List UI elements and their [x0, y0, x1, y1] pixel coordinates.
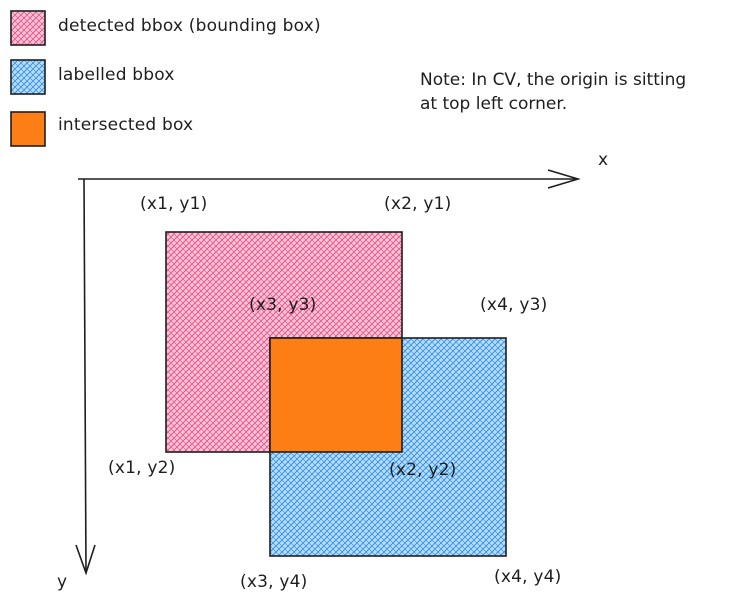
legend-swatch-labelled [10, 59, 46, 95]
point-label-x4-y4: (x4, y4) [494, 567, 562, 587]
point-label-x4-y3: (x4, y3) [480, 295, 548, 315]
legend-label-detected: detected bbox (bounding box) [58, 16, 321, 36]
note-line-2: at top left corner. [420, 94, 568, 114]
note-line-1: Note: In CV, the origin is sitting [420, 70, 687, 90]
intersected-box [269, 337, 403, 453]
point-label-x3-y3: (x3, y3) [249, 295, 317, 315]
point-label-x1-y2: (x1, y2) [108, 458, 176, 478]
point-label-x2-y2: (x2, y2) [389, 460, 457, 480]
y-axis-label: y [57, 572, 68, 592]
legend-label-intersected: intersected box [58, 115, 194, 135]
y-axis [83, 178, 87, 574]
x-axis-arrowhead [547, 169, 581, 189]
x-axis-label: x [598, 150, 609, 170]
y-axis-arrowhead [75, 544, 96, 576]
point-label-x3-y4: (x3, y4) [240, 572, 308, 592]
legend-label-labelled: labelled bbox [58, 65, 175, 85]
note: Note: In CV, the origin is sitting at to… [420, 68, 686, 116]
point-label-x2-y1: (x2, y1) [384, 194, 452, 214]
legend-swatch-intersected [10, 111, 46, 147]
legend-swatch-detected [10, 10, 46, 46]
point-label-x1-y1: (x1, y1) [140, 194, 208, 214]
